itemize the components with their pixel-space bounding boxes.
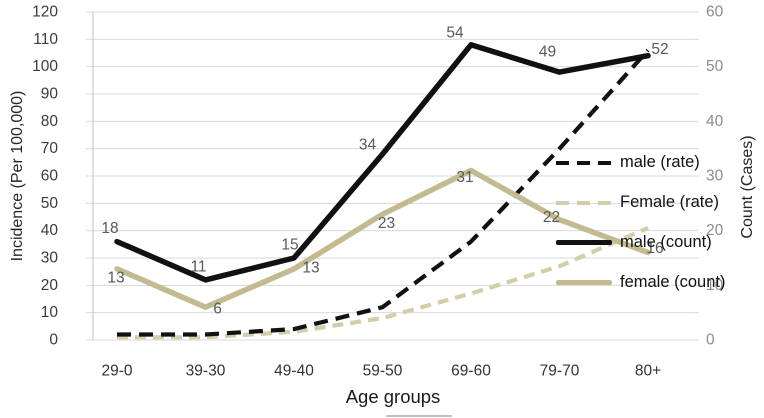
right-axis-tick-label: 0 xyxy=(706,332,715,349)
legend-label: Female (rate) xyxy=(620,193,720,211)
male-count-line xyxy=(114,42,651,283)
axis-tick-labels: 0 10 20 30 40 50 60 70 80 90 100 110 120 0 10 20 30 40 50 6… xyxy=(32,4,723,380)
bottom-crop-artifact xyxy=(386,415,452,417)
x-axis-category-label: 69-60 xyxy=(451,363,491,380)
x-axis-category-label: 49-40 xyxy=(274,363,314,380)
left-axis-tick-label: 120 xyxy=(32,4,58,21)
Female-rate-line xyxy=(117,225,649,340)
legend-item-male-rate: male (rate) xyxy=(556,150,700,175)
female-count-line xyxy=(114,167,651,310)
left-axis-tick-label: 80 xyxy=(41,113,59,130)
right-axis-tick-label: 10 xyxy=(706,277,724,294)
data-label: 6 xyxy=(213,301,222,318)
male-rate-line xyxy=(117,48,650,337)
data-label: 16 xyxy=(646,240,663,257)
right-axis-tick-label: 40 xyxy=(706,113,724,130)
right-axis-tick-label: 20 xyxy=(706,222,724,239)
legend-item-male-count: male (count) xyxy=(556,230,712,255)
left-axis-tick-label: 40 xyxy=(41,222,59,239)
right-axis-tick-label: 60 xyxy=(706,4,724,21)
data-label: 31 xyxy=(456,169,473,186)
x-axis-title: Age groups xyxy=(345,386,441,407)
male-count-line-sample xyxy=(556,240,612,245)
x-axis-category-label: 39-30 xyxy=(186,363,226,380)
data-label: 23 xyxy=(378,215,395,232)
legend-label: male (count) xyxy=(620,233,712,251)
data-labels: 18 11 15 34 54 49 52 13 6 13 23 31 22 16 xyxy=(101,24,668,317)
left-axis-tick-label: 90 xyxy=(41,86,59,103)
female-count-line-sample xyxy=(556,280,612,285)
x-axis-category-label: 79-70 xyxy=(540,363,580,380)
right-axis-title: Count (Cases) xyxy=(739,135,756,239)
data-label: 13 xyxy=(107,269,124,286)
left-axis-tick-label: 30 xyxy=(41,250,59,267)
left-axis-title: Incidence (Per 100,000) xyxy=(9,90,26,262)
left-axis-tick-label: 20 xyxy=(41,277,59,294)
data-label: 52 xyxy=(651,41,668,58)
x-axis-category-label: 59-50 xyxy=(363,363,403,380)
data-label: 34 xyxy=(359,137,377,154)
legend-item-female-count: female (count) xyxy=(556,270,725,295)
data-label: 22 xyxy=(543,209,560,226)
left-axis-tick-label: 50 xyxy=(41,195,59,212)
left-axis-tick-label: 110 xyxy=(33,31,58,48)
data-label: 13 xyxy=(302,259,319,276)
left-axis-tick-label: 70 xyxy=(41,140,59,157)
data-label: 11 xyxy=(190,258,206,275)
left-axis-tick-label: 0 xyxy=(49,332,58,349)
legend-label: male (rate) xyxy=(620,153,700,171)
right-axis-tick-label: 50 xyxy=(706,58,724,75)
data-label: 18 xyxy=(101,220,118,237)
x-axis-category-label: 29-0 xyxy=(101,363,132,380)
male-rate-line-sample xyxy=(556,160,612,165)
right-axis-tick-label: 30 xyxy=(706,168,724,185)
left-axis-tick-label: 100 xyxy=(32,58,58,75)
data-label: 49 xyxy=(539,44,556,61)
left-axis-tick-label: 10 xyxy=(41,304,59,321)
female-rate-line-sample xyxy=(556,200,612,205)
left-axis-tick-label: 60 xyxy=(41,168,59,185)
legend-label: female (count) xyxy=(620,273,726,291)
data-label: 54 xyxy=(446,24,464,41)
x-axis-category-label: 80+ xyxy=(635,363,661,380)
data-label: 15 xyxy=(281,237,298,254)
legend-item-female-rate: Female (rate) xyxy=(556,190,719,215)
